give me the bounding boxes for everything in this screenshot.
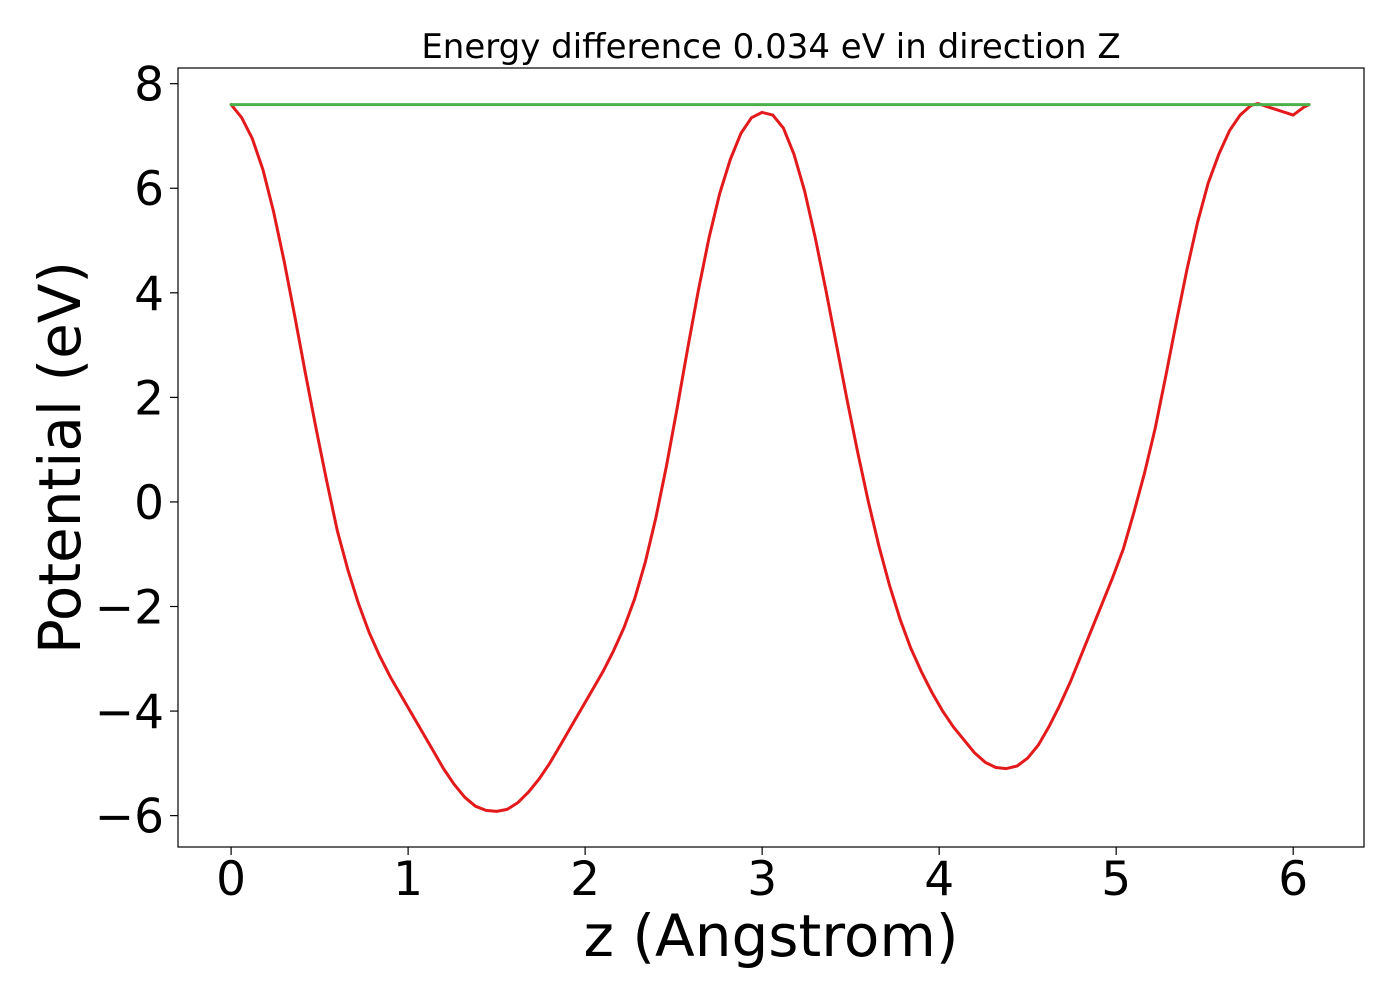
y-tick-label: 2: [134, 371, 164, 426]
x-tick-label: 3: [747, 852, 777, 907]
chart-title: Energy difference 0.034 eV in direction …: [421, 27, 1120, 67]
y-tick-label: 4: [134, 267, 164, 322]
x-axis: 0 1 2 3 4 5 6: [216, 847, 1308, 907]
y-tick-label: 8: [134, 58, 164, 113]
x-tick-label: 4: [924, 852, 954, 907]
x-tick-label: 0: [216, 852, 246, 907]
x-tick-label: 5: [1101, 852, 1131, 907]
y-tick-label: −4: [95, 685, 164, 740]
plot-frame: [177, 67, 1365, 848]
x-tick-label: 6: [1278, 852, 1308, 907]
x-tick-label: 1: [393, 852, 423, 907]
y-axis: −6 −4 −2 0 2 4 6 8: [95, 58, 178, 845]
y-tick-label: 6: [134, 162, 164, 217]
y-tick-label: 0: [134, 476, 164, 531]
y-tick-label: −6: [95, 790, 164, 845]
y-axis-title: Potential (eV): [26, 261, 94, 654]
series-layer: [229, 102, 1311, 813]
x-axis-title: z (Angstrom): [584, 902, 959, 970]
x-tick-label: 2: [570, 852, 600, 907]
y-tick-label: −2: [95, 581, 164, 636]
potential-series-line: [229, 102, 1311, 813]
